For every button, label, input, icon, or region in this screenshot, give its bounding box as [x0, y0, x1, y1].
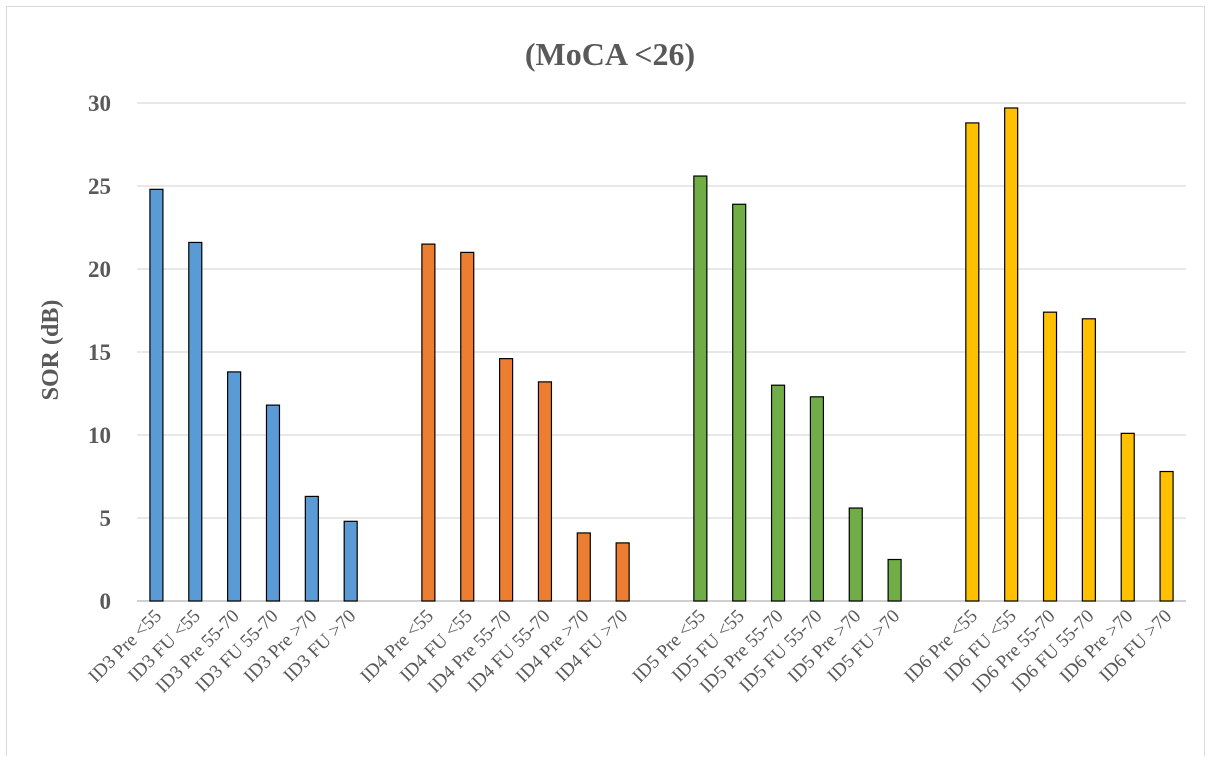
bar	[1159, 470, 1174, 602]
bar	[693, 175, 708, 602]
bar	[848, 507, 863, 602]
y-tick-label: 15	[88, 340, 111, 365]
bar	[498, 358, 514, 602]
bar	[537, 381, 553, 602]
bar	[149, 188, 164, 602]
y-axis-ticks: 0 5 10 15 20 25 30	[88, 91, 111, 614]
bar	[421, 243, 436, 602]
y-tick-label: 0	[100, 589, 112, 614]
bar	[576, 532, 591, 602]
bar	[304, 495, 319, 602]
bar	[343, 520, 358, 602]
bar	[770, 384, 786, 602]
bar	[887, 558, 902, 602]
gridlines	[137, 102, 1186, 602]
y-tick-label: 10	[88, 423, 111, 448]
bar	[615, 542, 630, 602]
bar	[809, 396, 825, 602]
chart-title: (MoCA <26)	[525, 36, 695, 72]
bar	[965, 122, 980, 602]
bar	[1120, 432, 1135, 602]
bar	[732, 203, 747, 602]
bar	[460, 251, 475, 602]
y-tick-label: 5	[100, 506, 112, 531]
bar	[1004, 107, 1019, 602]
bar	[188, 241, 203, 602]
y-axis-label: SOR (dB)	[38, 300, 64, 401]
bar	[265, 404, 281, 602]
y-tick-label: 25	[88, 174, 111, 199]
bar	[1042, 311, 1058, 602]
y-tick-label: 20	[88, 257, 111, 282]
bars	[149, 107, 1174, 602]
bar	[227, 371, 242, 602]
bar	[1081, 318, 1096, 602]
y-tick-label: 30	[88, 91, 111, 116]
